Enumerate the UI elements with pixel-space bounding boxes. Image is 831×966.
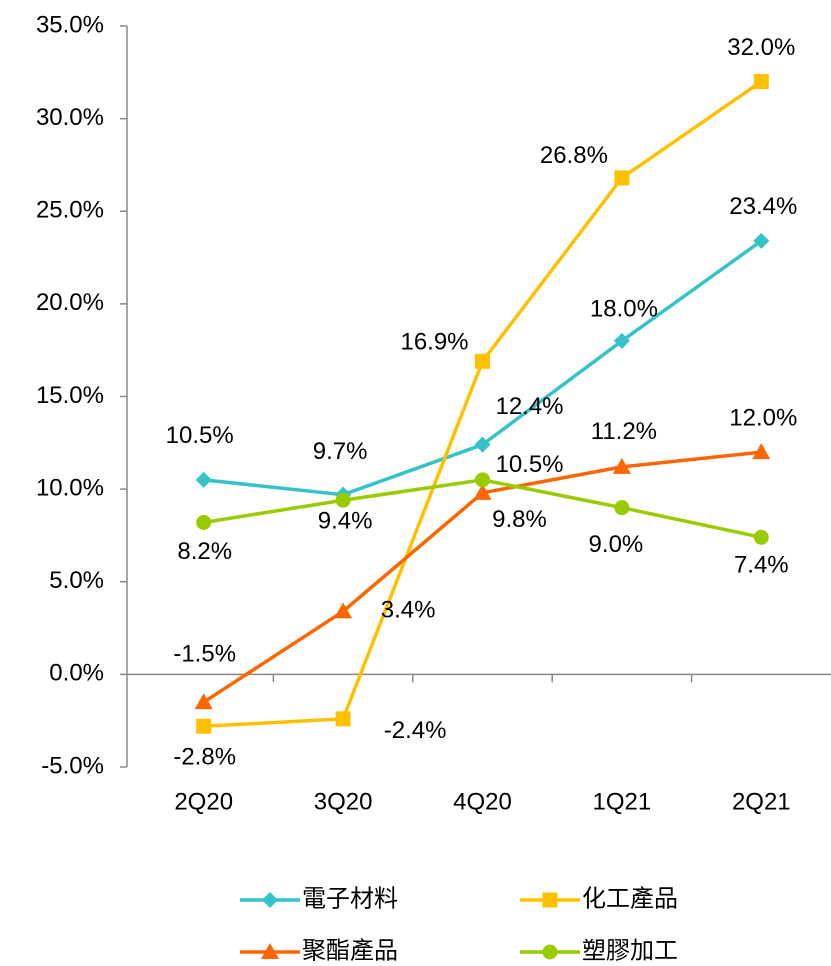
y-tick-label: 20.0% (36, 289, 104, 316)
legend-marker (542, 892, 558, 908)
y-tick-label: 0.0% (49, 660, 104, 687)
x-tick-label: 2Q20 (174, 788, 233, 815)
data-label: 32.0% (727, 34, 795, 61)
data-label: 11.2% (591, 418, 657, 445)
data-point (196, 514, 212, 530)
y-tick-label: 30.0% (36, 104, 104, 131)
x-tick-label: 1Q21 (593, 788, 652, 815)
legend-marker (261, 943, 279, 959)
data-point (335, 492, 351, 508)
legend-label: 電子材料 (302, 885, 398, 912)
legend-label: 化工產品 (582, 885, 678, 912)
y-tick-label: 10.0% (36, 474, 104, 501)
y-tick-label: 25.0% (36, 197, 104, 224)
data-point (194, 693, 213, 710)
data-label: 9.0% (589, 531, 644, 558)
data-point (475, 353, 490, 369)
legend-label: 塑膠加工 (582, 937, 678, 964)
data-point (613, 332, 630, 349)
data-label: 9.4% (318, 508, 373, 535)
data-point (474, 436, 491, 453)
data-label: 7.4% (734, 552, 789, 579)
data-point (335, 711, 351, 727)
data-point (753, 529, 769, 545)
legend-marker (262, 892, 278, 908)
y-tick-label: -5.0% (41, 752, 104, 779)
data-point (614, 170, 630, 186)
data-label: -1.5% (173, 641, 236, 668)
data-label: -2.8% (173, 744, 236, 771)
data-label: 8.2% (177, 538, 232, 565)
data-label: 10.5% (166, 422, 234, 449)
y-tick-label: 5.0% (49, 567, 104, 594)
x-tick-label: 3Q20 (314, 788, 373, 815)
y-tick-label: 35.0% (36, 11, 104, 38)
data-label: 9.7% (313, 438, 368, 465)
data-label: 3.4% (381, 597, 436, 624)
data-point (195, 471, 212, 488)
data-label: -2.4% (384, 717, 447, 744)
data-label: 12.4% (495, 393, 563, 420)
data-label: 10.5% (495, 451, 563, 478)
x-tick-label: 2Q21 (732, 788, 791, 815)
data-point (196, 718, 212, 734)
series-line (203, 80, 763, 728)
legend-label: 聚酯產品 (302, 937, 398, 964)
data-label: 26.8% (540, 142, 608, 169)
data-point (753, 74, 769, 90)
data-point (475, 472, 490, 488)
y-tick-label: 15.0% (36, 382, 104, 409)
data-label: 9.8% (492, 506, 547, 533)
data-label: 12.0% (729, 404, 797, 431)
data-point (614, 500, 630, 516)
x-tick-label: 4Q20 (453, 788, 512, 815)
data-point (752, 443, 771, 460)
legend-marker (542, 944, 558, 960)
data-point (612, 457, 631, 474)
data-label: 23.4% (729, 193, 797, 220)
data-point (753, 232, 770, 249)
data-point (334, 602, 353, 619)
data-point (473, 483, 492, 500)
data-label: 16.9% (400, 329, 468, 356)
data-label: 18.0% (590, 295, 658, 322)
